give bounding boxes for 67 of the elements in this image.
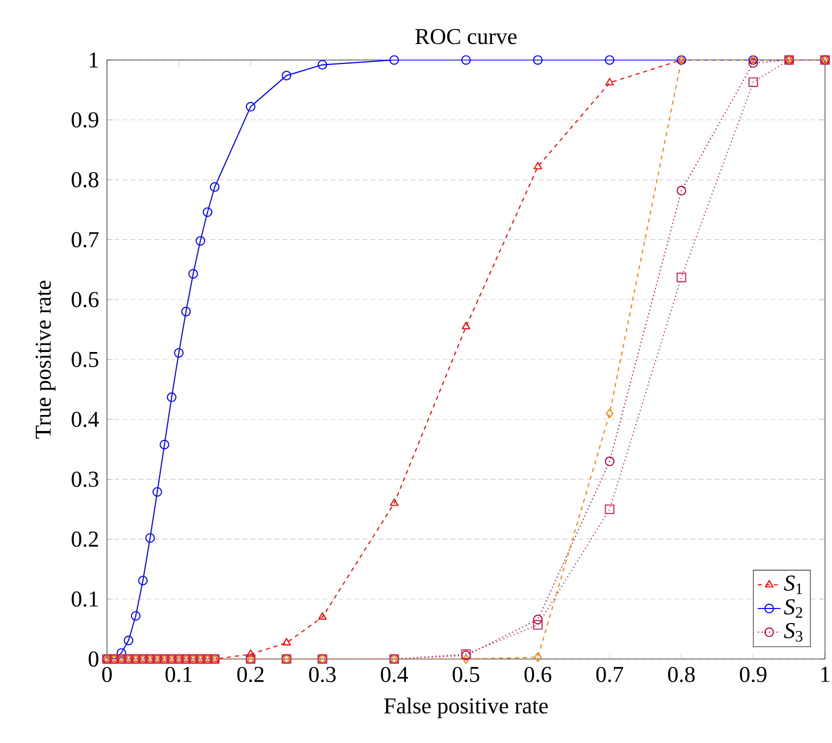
point	[461, 55, 471, 65]
y-tick-label: 0.4	[72, 412, 99, 428]
y-tick-label: 0.9	[72, 112, 98, 128]
point	[130, 611, 141, 621]
point	[145, 533, 155, 543]
y-tick-label: 1	[90, 52, 98, 68]
point	[116, 648, 126, 658]
y-tick-label: 0.6	[72, 292, 99, 308]
x-tick-label: 0.9	[740, 666, 766, 682]
y-tick-label: 0.2	[72, 532, 98, 547]
point	[462, 654, 470, 664]
point	[160, 440, 170, 450]
point	[318, 60, 328, 70]
point	[462, 322, 470, 330]
x-tick-label: 0.5	[452, 666, 480, 682]
y-tick-label: 0.7	[72, 232, 99, 248]
x-tick-label: 0.3	[309, 666, 336, 682]
point	[604, 504, 614, 514]
point	[748, 58, 758, 68]
x-tick-label: 1	[821, 666, 830, 682]
point	[604, 55, 614, 65]
point	[210, 182, 220, 192]
y-tick-label: 0	[88, 651, 98, 667]
point	[676, 272, 686, 282]
x-tick-label: 0.2	[237, 666, 264, 682]
point	[318, 612, 327, 620]
legend-label: S$_{2}$	[784, 599, 802, 618]
x-tick-label: 0.8	[668, 666, 695, 682]
point	[196, 236, 206, 246]
point	[390, 498, 398, 506]
point	[748, 77, 758, 87]
y-tick-label: 0.5	[72, 352, 98, 368]
point	[181, 306, 191, 316]
x-tick-label: 0.7	[596, 666, 624, 682]
point	[533, 55, 543, 65]
chart-title: ROC curve	[415, 28, 517, 44]
point	[605, 78, 614, 86]
point	[246, 649, 255, 657]
point	[138, 576, 148, 586]
x-tick-label: 0.1	[165, 666, 192, 682]
x-tick-label: 0.4	[380, 666, 408, 682]
x-tick-label: 0	[102, 666, 112, 682]
y-tick-label: 0.8	[72, 172, 98, 188]
point	[604, 456, 614, 466]
point	[389, 55, 399, 65]
point	[606, 408, 614, 418]
y-tick-label: 0.1	[72, 591, 98, 607]
legend-label: S$_{1}$	[784, 576, 802, 594]
x-tick-label: 0.6	[524, 666, 552, 682]
point	[534, 652, 542, 662]
y-tick-label: 0.3	[72, 472, 98, 487]
point	[188, 269, 198, 279]
point	[282, 70, 292, 80]
point	[533, 614, 543, 624]
point	[124, 636, 134, 646]
point	[152, 487, 162, 497]
point	[246, 102, 256, 112]
point	[174, 348, 184, 358]
legend-label: S$_{3}$	[784, 623, 802, 642]
point	[534, 162, 542, 170]
y-axis-title: True positive rate	[36, 280, 56, 439]
x-axis-title: False positive rate	[384, 698, 548, 718]
point	[533, 620, 543, 630]
point	[202, 207, 212, 217]
point	[676, 186, 686, 196]
point	[166, 392, 176, 402]
point	[282, 638, 291, 646]
